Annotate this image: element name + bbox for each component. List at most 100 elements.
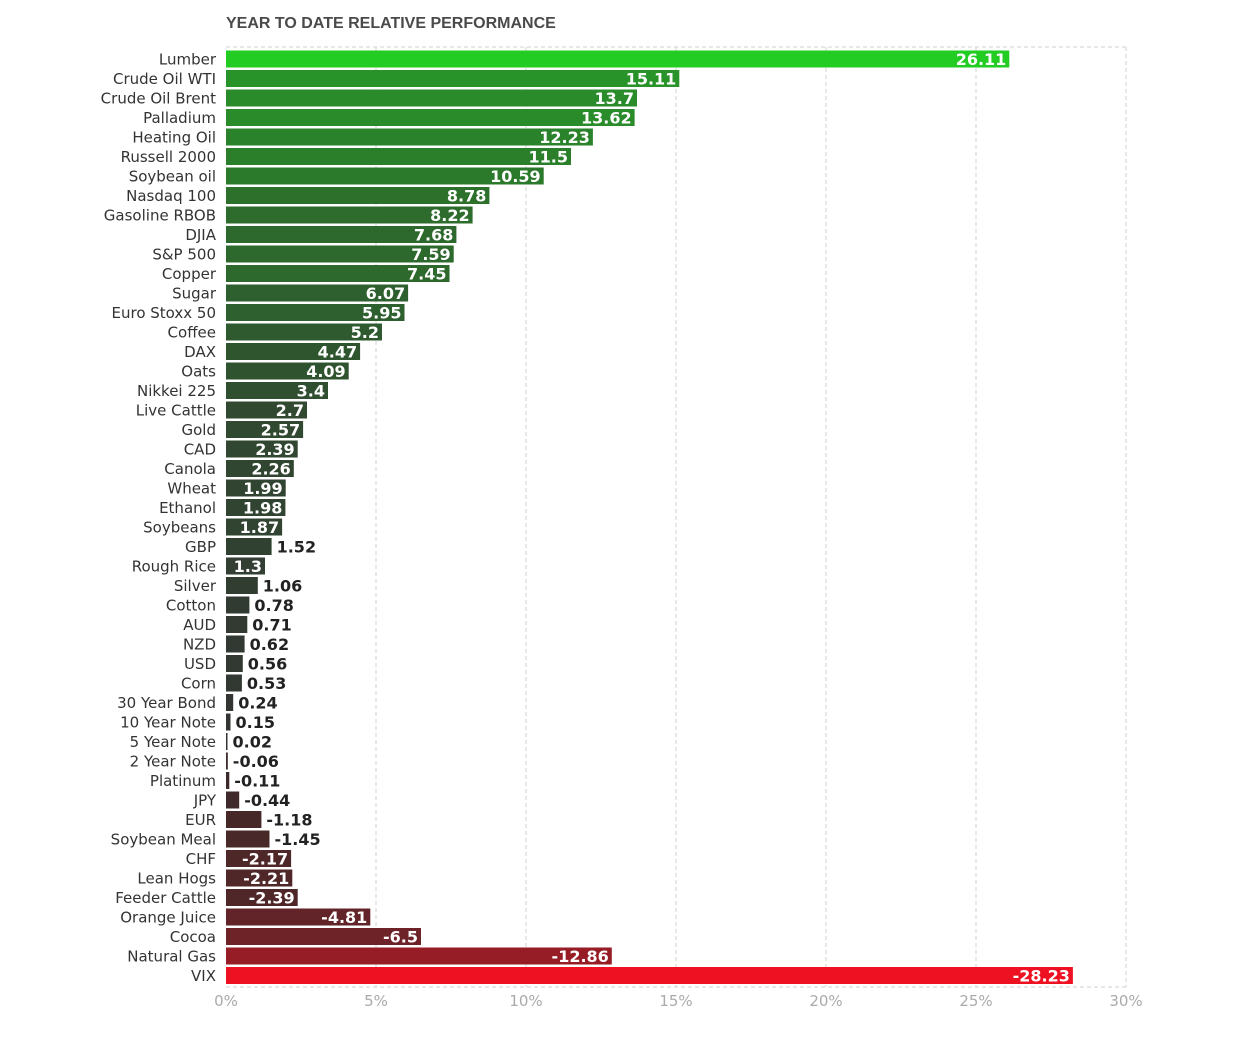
bar xyxy=(226,362,349,380)
category-label: Copper xyxy=(162,265,217,283)
bar xyxy=(226,148,571,165)
bar xyxy=(226,596,250,614)
bar xyxy=(226,635,245,653)
x-tick-label: 25% xyxy=(959,992,992,1010)
bar xyxy=(226,830,270,848)
category-label: Nasdaq 100 xyxy=(126,187,216,205)
category-label: Live Cattle xyxy=(136,402,216,420)
category-label: Canola xyxy=(164,460,216,478)
bar xyxy=(226,343,361,360)
data-label: 11.5 xyxy=(529,148,568,167)
data-label: 1.06 xyxy=(263,577,302,596)
category-label: Russell 2000 xyxy=(121,148,216,166)
category-label: USD xyxy=(184,655,216,673)
category-label: Ethanol xyxy=(159,499,216,517)
data-label: 0.02 xyxy=(233,733,272,752)
category-label: VIX xyxy=(191,967,216,985)
data-label: 0.53 xyxy=(247,674,286,693)
category-label: Euro Stoxx 50 xyxy=(112,304,217,322)
data-label: -1.18 xyxy=(266,811,312,830)
category-label: CAD xyxy=(184,441,216,459)
data-label: 2.39 xyxy=(255,440,294,459)
data-label: 7.59 xyxy=(411,245,450,264)
bar xyxy=(226,908,371,926)
category-label: DAX xyxy=(184,343,216,361)
category-label: AUD xyxy=(183,616,216,634)
category-label: Feeder Cattle xyxy=(115,889,216,907)
category-label: Cocoa xyxy=(170,928,216,946)
data-label: 26.11 xyxy=(956,50,1007,69)
data-label: 0.15 xyxy=(236,713,275,732)
category-label: Lumber xyxy=(159,51,217,69)
bar xyxy=(226,733,228,750)
category-label: Silver xyxy=(174,577,217,595)
data-label: 0.56 xyxy=(248,655,287,674)
category-label: Cotton xyxy=(166,597,216,615)
bar xyxy=(226,674,242,692)
category-label: Crude Oil Brent xyxy=(101,90,216,108)
bar xyxy=(226,655,243,672)
data-label: 6.07 xyxy=(366,284,405,303)
data-label: 13.7 xyxy=(595,89,634,108)
category-label: DJIA xyxy=(185,226,216,244)
bar xyxy=(226,850,292,867)
data-label: -2.21 xyxy=(243,869,289,888)
data-label: -12.86 xyxy=(552,947,609,966)
category-label: Soybeans xyxy=(143,519,216,537)
bar xyxy=(226,128,593,146)
bar xyxy=(226,265,450,282)
data-label: -4.81 xyxy=(321,908,367,927)
data-label: -0.06 xyxy=(233,752,279,771)
category-label: Soybean Meal xyxy=(111,831,216,849)
category-label: Oats xyxy=(181,363,216,381)
data-label: 3.4 xyxy=(297,382,325,401)
data-label: 1.52 xyxy=(277,538,316,557)
category-label: Gold xyxy=(182,421,217,439)
data-label: -2.39 xyxy=(249,889,295,908)
bar xyxy=(226,869,293,887)
data-label: 2.7 xyxy=(276,401,304,420)
bar xyxy=(226,752,228,770)
category-label: Wheat xyxy=(167,480,216,498)
bar xyxy=(226,577,258,594)
x-tick-label: 5% xyxy=(364,992,388,1010)
bar xyxy=(226,89,637,107)
bar xyxy=(226,947,612,965)
category-label: S&P 500 xyxy=(152,246,216,264)
category-label: Palladium xyxy=(143,109,216,127)
bar xyxy=(226,460,294,477)
bar xyxy=(226,928,421,945)
bar xyxy=(226,479,286,497)
bar xyxy=(226,167,544,185)
data-label: 2.26 xyxy=(251,460,290,479)
data-label: 1.87 xyxy=(240,518,279,537)
category-label: Natural Gas xyxy=(127,948,216,966)
category-labels: Lumber 26.11 Crude Oil WTI 15.11 Crude Oil B… xyxy=(101,50,1070,986)
data-label: 8.78 xyxy=(447,187,486,206)
x-tick-label: 15% xyxy=(659,992,692,1010)
category-label: CHF xyxy=(186,850,216,868)
data-label: 2.57 xyxy=(261,421,300,440)
data-label: 1.99 xyxy=(243,479,282,498)
chart-title: YEAR TO DATE RELATIVE PERFORMANCE xyxy=(226,15,556,32)
bar xyxy=(226,206,473,224)
category-label: EUR xyxy=(185,811,216,829)
data-label: -0.11 xyxy=(234,772,280,791)
category-label: Crude Oil WTI xyxy=(113,70,216,88)
bar xyxy=(226,440,298,458)
bar xyxy=(226,284,409,302)
bar xyxy=(226,304,405,321)
bar xyxy=(226,109,635,126)
data-label: 15.11 xyxy=(626,70,677,89)
bar xyxy=(226,772,230,789)
data-label: 0.24 xyxy=(238,694,277,713)
bar xyxy=(226,694,234,711)
category-label: Nikkei 225 xyxy=(137,382,216,400)
bar xyxy=(226,518,283,536)
data-label: -28.23 xyxy=(1013,967,1070,986)
bar xyxy=(226,50,1010,68)
data-label: 4.09 xyxy=(306,362,345,381)
bar xyxy=(226,791,240,809)
bar xyxy=(226,245,454,263)
